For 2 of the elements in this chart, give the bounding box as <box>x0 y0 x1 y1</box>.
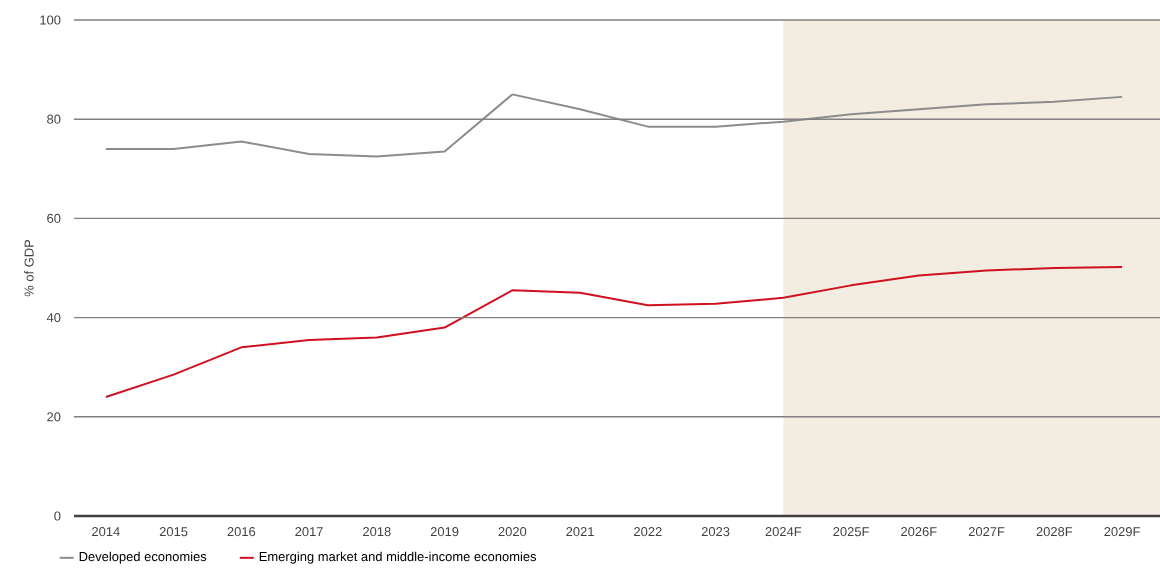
line-series <box>104 266 1124 398</box>
line-series <box>104 93 1124 158</box>
